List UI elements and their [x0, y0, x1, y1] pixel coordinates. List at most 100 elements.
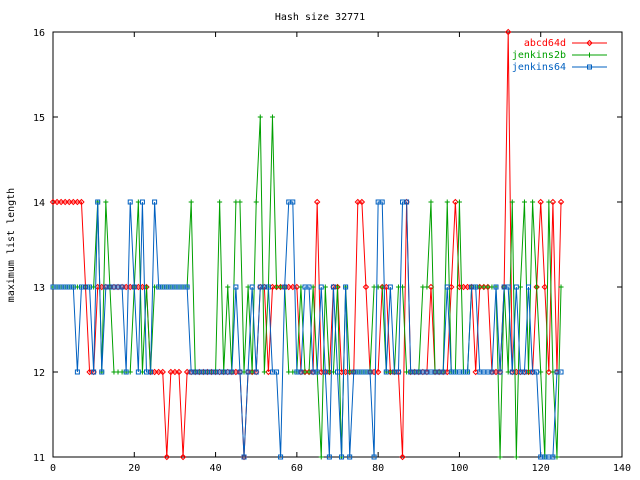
- data-point: [139, 199, 145, 205]
- data-point: [546, 199, 552, 205]
- data-point: [66, 198, 73, 206]
- series-jenkins64: [50, 199, 564, 460]
- data-point: [428, 199, 434, 205]
- x-tick-label: 0: [50, 463, 56, 474]
- data-point: [534, 284, 540, 290]
- data-point: [155, 368, 162, 376]
- data-point: [167, 368, 175, 376]
- data-point: [152, 199, 158, 205]
- data-point: [74, 198, 81, 206]
- data-point: [91, 369, 97, 375]
- data-point: [444, 284, 450, 290]
- data-point: [314, 369, 320, 375]
- data-point: [545, 368, 553, 376]
- data-point: [171, 368, 179, 376]
- plot-frame: [52, 31, 623, 458]
- data-point: [179, 453, 187, 461]
- data-point: [558, 369, 564, 375]
- data-point: [78, 198, 85, 206]
- data-point: [550, 454, 556, 460]
- data-point: [530, 199, 536, 205]
- data-point: [70, 198, 77, 206]
- data-point: [61, 198, 69, 206]
- data-point: [261, 369, 267, 375]
- data-point: [362, 283, 370, 291]
- data-point: [465, 369, 471, 375]
- data-point: [374, 368, 382, 376]
- data-point: [249, 284, 255, 290]
- data-point: [497, 369, 503, 375]
- data-point: [257, 114, 263, 120]
- data-point: [367, 369, 373, 375]
- data-point: [241, 454, 247, 460]
- data-point: [123, 369, 129, 375]
- data-point: [587, 64, 592, 70]
- data-point: [163, 453, 171, 461]
- data-point: [493, 284, 499, 290]
- series-markers: [50, 199, 564, 460]
- data-point: [586, 39, 593, 47]
- series-line: [53, 201, 562, 458]
- data-point: [74, 369, 80, 375]
- data-point: [521, 369, 527, 375]
- data-point: [57, 198, 65, 206]
- data-point: [95, 199, 101, 205]
- legend-item: abcd64d: [524, 38, 607, 49]
- y-axis-ticks: 11 12 13 14 15 16: [33, 28, 622, 464]
- legend-label: jenkins64: [512, 62, 566, 73]
- data-point: [306, 284, 312, 290]
- data-point: [347, 454, 353, 460]
- data-point: [473, 284, 479, 290]
- data-point: [175, 368, 183, 376]
- y-tick-label: 15: [33, 113, 45, 124]
- x-axis-ticks: 0 20 40 60 80 100 120 140: [50, 32, 631, 474]
- data-point: [237, 369, 243, 375]
- data-point: [225, 284, 231, 290]
- data-point: [127, 199, 133, 205]
- data-point: [229, 369, 235, 375]
- data-point: [534, 369, 540, 375]
- y-tick-label: 14: [33, 198, 45, 209]
- data-point: [354, 198, 362, 206]
- data-point: [148, 369, 154, 375]
- data-point: [489, 369, 495, 375]
- legend-item: jenkins2b: [512, 50, 607, 61]
- data-point: [119, 284, 125, 290]
- x-tick-label: 80: [372, 463, 384, 474]
- data-point: [269, 114, 275, 120]
- data-point: [505, 284, 511, 290]
- data-point: [87, 284, 93, 290]
- y-axis-label: maximum list length: [6, 188, 17, 302]
- data-point: [217, 199, 223, 205]
- data-point: [371, 454, 377, 460]
- data-point: [233, 284, 239, 290]
- data-point: [131, 284, 137, 290]
- data-point: [339, 454, 345, 460]
- data-point: [509, 199, 515, 205]
- data-point: [358, 198, 366, 206]
- data-point: [313, 198, 321, 206]
- data-point: [278, 454, 284, 460]
- chart-title: Hash size 32771: [275, 12, 365, 23]
- data-point: [513, 284, 519, 290]
- data-point: [404, 199, 410, 205]
- data-point: [326, 454, 332, 460]
- data-point: [395, 369, 401, 375]
- data-point: [558, 284, 564, 290]
- data-point: [387, 284, 393, 290]
- x-tick-label: 100: [450, 463, 468, 474]
- data-point: [318, 284, 324, 290]
- data-point: [504, 28, 512, 36]
- data-point: [99, 369, 105, 375]
- legend-label: abcd64d: [524, 38, 566, 49]
- data-point: [274, 369, 280, 375]
- data-point: [70, 284, 76, 290]
- data-point: [49, 198, 57, 206]
- data-point: [253, 369, 259, 375]
- data-point: [318, 454, 324, 460]
- data-point: [497, 454, 503, 460]
- data-point: [383, 369, 389, 375]
- data-point: [184, 284, 190, 290]
- data-point: [237, 199, 243, 205]
